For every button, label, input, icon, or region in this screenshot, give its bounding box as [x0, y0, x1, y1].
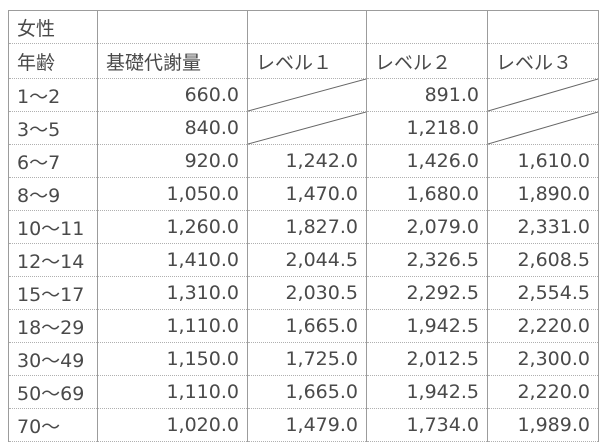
cell-age: 1～2 [8, 78, 98, 112]
cell-level3: 2,608.5 [487, 243, 599, 277]
cell-bmr: 920.0 [97, 144, 248, 178]
cell-level2: 2,012.5 [366, 342, 488, 376]
cell-level3: 1,989.0 [487, 408, 599, 442]
cell-age: 12～14 [8, 243, 98, 277]
empty-cell [97, 10, 248, 44]
cell-level1: 1,665.0 [247, 375, 367, 409]
cell-age: 18～29 [8, 309, 98, 343]
table-title-row: 女性 [8, 10, 599, 44]
diagonal-strike-icon [248, 79, 366, 111]
cell-level2: 1,734.0 [366, 408, 488, 442]
cell-bmr: 1,020.0 [97, 408, 248, 442]
table-header-row: 年齢 基礎代謝量 レベル１ レベル２ レベル３ [8, 43, 599, 79]
cell-level3: 1,890.0 [487, 177, 599, 211]
cell-level1: 1,479.0 [247, 408, 367, 442]
cell-level1: 1,242.0 [247, 144, 367, 178]
table-row: 6～7 920.0 1,242.0 1,426.0 1,610.0 [8, 144, 599, 178]
empty-cell [247, 10, 367, 44]
cell-level1: 1,827.0 [247, 210, 367, 244]
cell-level1: 2,030.5 [247, 276, 367, 310]
cell-level3-missing [487, 111, 599, 145]
cell-level2: 1,942.5 [366, 309, 488, 343]
cell-level1-missing [247, 111, 367, 145]
cell-level2: 1,680.0 [366, 177, 488, 211]
table-row: 18～29 1,110.0 1,665.0 1,942.5 2,220.0 [8, 309, 599, 343]
table-title: 女性 [8, 10, 98, 44]
cell-level1: 2,044.5 [247, 243, 367, 277]
cell-level2: 2,292.5 [366, 276, 488, 310]
cell-level1: 1,725.0 [247, 342, 367, 376]
cell-level2: 1,942.5 [366, 375, 488, 409]
col-header-level1: レベル１ [247, 43, 367, 79]
table-row: 50～69 1,110.0 1,665.0 1,942.5 2,220.0 [8, 375, 599, 409]
cell-age: 70～ [8, 408, 98, 442]
cell-bmr: 1,110.0 [97, 309, 248, 343]
diagonal-strike-icon [488, 79, 598, 111]
cell-level3: 2,331.0 [487, 210, 599, 244]
cell-bmr: 1,150.0 [97, 342, 248, 376]
cell-level2: 2,326.5 [366, 243, 488, 277]
col-header-level3: レベル３ [487, 43, 599, 79]
diagonal-strike-icon [248, 112, 366, 144]
cell-level3: 2,300.0 [487, 342, 599, 376]
cell-age: 50～69 [8, 375, 98, 409]
col-header-age: 年齢 [8, 43, 98, 79]
cell-bmr: 1,050.0 [97, 177, 248, 211]
cell-level1: 1,470.0 [247, 177, 367, 211]
cell-bmr: 660.0 [97, 78, 248, 112]
table-row: 10～11 1,260.0 1,827.0 2,079.0 2,331.0 [8, 210, 599, 244]
cell-level2: 2,079.0 [366, 210, 488, 244]
empty-cell [487, 10, 599, 44]
table-row: 70～ 1,020.0 1,479.0 1,734.0 1,989.0 [8, 408, 599, 442]
cell-bmr: 1,310.0 [97, 276, 248, 310]
col-header-level2: レベル２ [366, 43, 488, 79]
cell-level2: 1,426.0 [366, 144, 488, 178]
cell-level3-missing [487, 78, 599, 112]
table-row: 30～49 1,150.0 1,725.0 2,012.5 2,300.0 [8, 342, 599, 376]
cell-age: 8～9 [8, 177, 98, 211]
cell-level3: 2,220.0 [487, 309, 599, 343]
table-row: 3～5 840.0 1,218.0 [8, 111, 599, 145]
cell-age: 10～11 [8, 210, 98, 244]
female-bmr-table: 女性 年齢 基礎代謝量 レベル１ レベル２ レベル３ 1～2 660.0 891… [8, 10, 599, 442]
cell-level2: 891.0 [366, 78, 488, 112]
cell-level1: 1,665.0 [247, 309, 367, 343]
table-row: 8～9 1,050.0 1,470.0 1,680.0 1,890.0 [8, 177, 599, 211]
cell-level3: 2,554.5 [487, 276, 599, 310]
cell-age: 15～17 [8, 276, 98, 310]
col-header-bmr: 基礎代謝量 [97, 43, 248, 79]
cell-level2: 1,218.0 [366, 111, 488, 145]
empty-cell [366, 10, 488, 44]
table-row: 15～17 1,310.0 2,030.5 2,292.5 2,554.5 [8, 276, 599, 310]
cell-age: 3～5 [8, 111, 98, 145]
table-row: 12～14 1,410.0 2,044.5 2,326.5 2,608.5 [8, 243, 599, 277]
cell-bmr: 1,410.0 [97, 243, 248, 277]
table-row: 1～2 660.0 891.0 [8, 78, 599, 112]
cell-bmr: 1,260.0 [97, 210, 248, 244]
cell-level3: 1,610.0 [487, 144, 599, 178]
cell-bmr: 840.0 [97, 111, 248, 145]
cell-level3: 2,220.0 [487, 375, 599, 409]
diagonal-strike-icon [488, 112, 598, 144]
cell-bmr: 1,110.0 [97, 375, 248, 409]
cell-level1-missing [247, 78, 367, 112]
cell-age: 6～7 [8, 144, 98, 178]
cell-age: 30～49 [8, 342, 98, 376]
